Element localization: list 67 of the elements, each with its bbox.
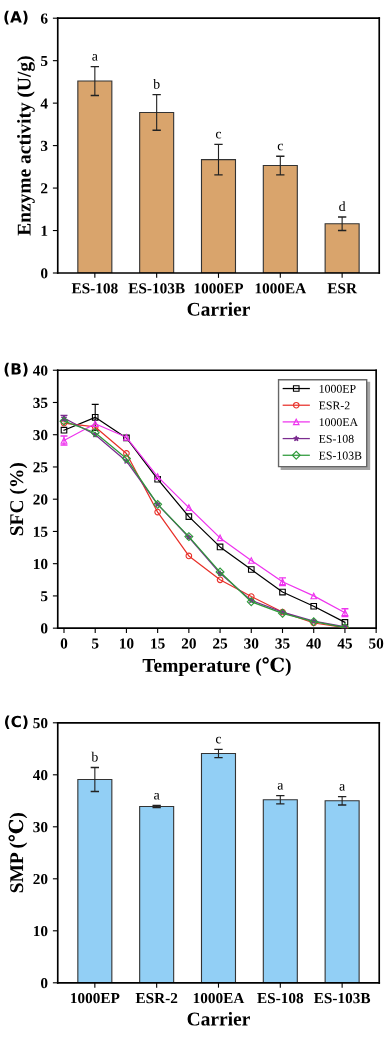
x-tick-label: ES-103B <box>128 283 185 294</box>
x-tick-label: 40 <box>306 638 321 649</box>
x-tick-label: ESR-2 <box>135 993 178 1004</box>
legend-label: 1000EP <box>319 384 356 393</box>
x-tick-label: ES-103B <box>313 992 371 1004</box>
y-tick-label: 30 <box>33 821 48 833</box>
y-tick-label: 10 <box>33 558 48 570</box>
y-axis-title: Enzyme activity (U/g) <box>17 56 35 236</box>
y-tick-label: 6 <box>40 13 48 24</box>
y-tick-label: 40 <box>32 769 48 781</box>
x-axis-title: Carrier <box>187 302 250 316</box>
y-tick-label: 0 <box>40 268 48 279</box>
y-tick-label: 4 <box>40 98 48 109</box>
x-axis-title: Carrier <box>187 1011 250 1026</box>
x-tick-label: ES-108 <box>71 283 118 294</box>
x-tick-label: 50 <box>369 638 384 649</box>
x-tick-label: 45 <box>337 638 353 649</box>
legend-label: ES-108 <box>319 434 354 443</box>
chart-title: (B) <box>4 362 28 377</box>
y-tick-label: 35 <box>33 397 48 408</box>
data-label: c <box>277 143 283 151</box>
data-label: c <box>215 736 222 744</box>
x-tick-label: 1000EA <box>193 992 245 1004</box>
x-tick-label: ES-108 <box>257 992 304 1004</box>
y-axis-title: SMP (℃) <box>8 813 28 893</box>
data-label: a <box>92 54 98 61</box>
x-tick-label: 25 <box>213 638 228 649</box>
y-tick-label: 5 <box>41 55 48 67</box>
data-label: b <box>153 78 160 89</box>
y-tick-label: 40 <box>32 365 48 376</box>
legend-label: ESR-2 <box>319 401 350 410</box>
x-tick-label: 20 <box>181 638 196 649</box>
y-tick-label: 1 <box>41 225 48 236</box>
data-label: a <box>277 783 284 790</box>
x-tick-label: 30 <box>244 638 259 649</box>
data-label: c <box>215 131 222 139</box>
data-label: d <box>339 201 346 212</box>
y-axis-title: SFC (%) <box>9 463 28 536</box>
x-tick-label: 5 <box>92 638 99 649</box>
x-tick-label: ESR <box>327 283 358 294</box>
y-tick-label: 3 <box>40 140 48 152</box>
y-tick-label: 30 <box>33 429 48 441</box>
x-tick-label: 0 <box>60 638 68 649</box>
chart-title: (A) <box>4 10 28 25</box>
y-tick-label: 2 <box>41 183 48 194</box>
legend-label: ES-103B <box>319 451 362 460</box>
y-tick-label: 20 <box>33 873 48 885</box>
chart-title: (C) <box>5 715 28 730</box>
y-tick-label: 10 <box>33 925 48 937</box>
y-tick-label: 0 <box>40 977 48 989</box>
y-tick-label: 50 <box>33 717 48 729</box>
x-tick-label: 1000EA <box>255 283 307 294</box>
x-tick-label: 35 <box>275 638 290 649</box>
y-tick-label: 15 <box>33 526 48 537</box>
x-tick-label: 15 <box>151 638 165 649</box>
data-label: a <box>154 792 160 800</box>
y-tick-label: 20 <box>33 494 48 505</box>
data-label: b <box>91 751 98 762</box>
x-tick-label: 1000EP <box>71 992 120 1004</box>
y-tick-label: 0 <box>40 623 48 634</box>
data-label: a <box>339 784 346 791</box>
legend-label: 1000EA <box>319 418 358 427</box>
x-tick-label: 10 <box>120 638 134 649</box>
y-tick-label: 25 <box>33 462 48 473</box>
y-tick-label: 5 <box>41 591 48 602</box>
x-tick-label: 1000EP <box>194 283 244 294</box>
x-axis-title: Temperature (℃) <box>142 657 291 676</box>
